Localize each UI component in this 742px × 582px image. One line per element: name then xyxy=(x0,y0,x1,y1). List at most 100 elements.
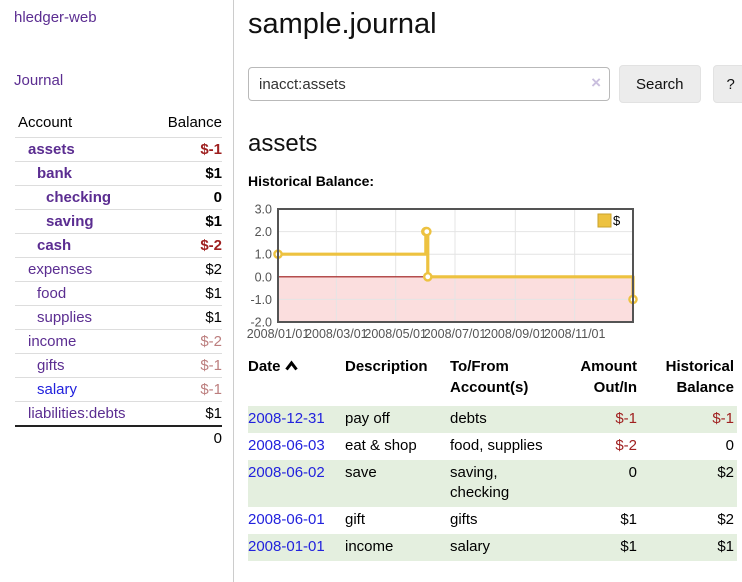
x-axis-tick-label: 2008/03/01 xyxy=(305,327,368,341)
transaction-amount: $1 xyxy=(620,538,637,555)
sort-ascending-icon xyxy=(284,356,298,377)
app-title-link[interactable]: hledger-web xyxy=(14,9,97,26)
y-axis-tick-label: 3.0 xyxy=(255,203,272,217)
accounts-header-account: Account xyxy=(18,114,73,131)
register-header-row: Date Description To/From Account(s) Amou… xyxy=(248,356,737,406)
transaction-description: eat & shop xyxy=(345,437,417,454)
transaction-accounts: food, supplies xyxy=(450,437,543,454)
transaction-balance: 0 xyxy=(725,437,734,454)
register-header-balance: Historical Balance xyxy=(665,358,734,396)
x-axis-tick-label: 2008/05/01 xyxy=(364,327,427,341)
sidebar-account-link[interactable]: income xyxy=(28,333,77,350)
transaction-balance: $2 xyxy=(717,464,734,481)
balance-chart-svg: 3.0 2.0 1.0 0.0 -1.0 -2.02008/01/012008/03/01… xyxy=(247,203,638,341)
register-table: Date Description To/From Account(s) Amou… xyxy=(248,356,737,561)
x-axis-tick-label: 2008/01/01 xyxy=(247,327,310,341)
account-balance: $-2 xyxy=(151,329,222,354)
search-box: × xyxy=(248,67,610,101)
transaction-date-link[interactable]: 2008-06-03 xyxy=(248,437,325,454)
account-balance: $1 xyxy=(151,281,222,306)
account-balance: $-2 xyxy=(151,233,222,258)
transaction-accounts: saving, checking xyxy=(450,464,510,501)
account-row: food $1 xyxy=(15,281,222,306)
sidebar-account-link[interactable]: gifts xyxy=(37,357,65,374)
chart-title: Historical Balance: xyxy=(248,173,375,189)
account-row: gifts $-1 xyxy=(15,353,222,378)
sidebar-account-link[interactable]: saving xyxy=(46,213,94,230)
transaction-accounts: salary xyxy=(450,538,491,555)
account-row: bank $1 xyxy=(15,161,222,186)
sidebar-account-link[interactable]: expenses xyxy=(28,261,93,278)
transaction-accounts: gifts xyxy=(450,511,478,528)
transaction-description: gift xyxy=(345,511,366,528)
accounts-total-spacer xyxy=(15,425,152,450)
transaction-description: pay off xyxy=(345,410,390,427)
help-button[interactable]: ? xyxy=(712,65,742,103)
accounts-header-row: Account Balance xyxy=(15,112,222,138)
transaction-date-link[interactable]: 2008-06-02 xyxy=(248,464,325,481)
search-form: × Search ? xyxy=(248,65,742,103)
main-content: sample.journal × Search ? assets Histori… xyxy=(234,0,742,561)
account-balance: $1 xyxy=(151,401,222,426)
historical-balance-chart: 3.0 2.0 1.0 0.0 -1.0 -2.0 2008/01/01 2008/03/01… xyxy=(247,201,648,343)
account-balance: $-1 xyxy=(151,377,222,402)
transaction-date-link[interactable]: 2008-06-01 xyxy=(248,511,325,528)
transaction-row: 2008-06-01 gift gifts $1 $2 xyxy=(248,507,737,534)
chart-border xyxy=(277,208,634,323)
account-row: liabilities:debts $1 xyxy=(15,401,222,426)
account-row: assets $-1 xyxy=(15,137,222,162)
account-row: supplies $1 xyxy=(15,305,222,330)
account-heading: assets xyxy=(248,130,318,157)
y-axis-tick-label: 1.0 xyxy=(255,248,272,262)
search-input[interactable] xyxy=(248,67,610,101)
search-button[interactable]: Search xyxy=(619,65,701,103)
account-balance: $1 xyxy=(151,209,222,234)
transaction-date-link[interactable]: 2008-12-31 xyxy=(248,410,325,427)
transaction-amount: $-1 xyxy=(615,410,637,427)
transaction-balance: $1 xyxy=(717,538,734,555)
register-header-amount: Amount Out/In xyxy=(580,358,637,396)
legend-swatch xyxy=(597,213,612,228)
sidebar-account-link[interactable]: food xyxy=(37,285,67,302)
account-row: income $-2 xyxy=(15,329,222,354)
y-axis-tick-label: -1.0 xyxy=(250,293,272,307)
register-header-account: To/From Account(s) xyxy=(450,358,529,396)
sidebar-account-link[interactable]: cash xyxy=(37,237,72,254)
transaction-balance: $2 xyxy=(717,511,734,528)
x-axis-tick-label: 2008/07/01 xyxy=(424,327,487,341)
sidebar-account-link[interactable]: checking xyxy=(46,189,112,206)
account-balance: $1 xyxy=(151,305,222,330)
account-row: saving $1 xyxy=(15,209,222,234)
legend-label: $ xyxy=(613,213,621,228)
transaction-date-link[interactable]: 2008-01-01 xyxy=(248,538,325,555)
transaction-row: 2008-06-02 save saving, checking 0 $2 xyxy=(248,460,737,507)
transaction-accounts: debts xyxy=(450,410,487,427)
transaction-balance: $-1 xyxy=(712,410,734,427)
sidebar-item-journal[interactable]: Journal xyxy=(14,72,64,89)
account-balance: $1 xyxy=(151,161,222,186)
register-header-date[interactable]: Date xyxy=(248,356,345,406)
account-row: expenses $2 xyxy=(15,257,222,282)
transaction-row: 2008-06-03 eat & shop food, supplies $-2 0 xyxy=(248,433,737,460)
accounts-total-value: 0 xyxy=(151,425,222,450)
data-point-marker xyxy=(422,272,433,282)
page-title: sample.journal xyxy=(248,8,437,40)
sidebar-account-link[interactable]: liabilities:debts xyxy=(28,405,126,422)
transaction-row: 2008-01-01 income salary $1 $1 xyxy=(248,534,737,561)
transaction-description: save xyxy=(345,464,377,481)
y-axis-tick-label: -2.0 xyxy=(250,316,272,330)
transaction-amount: 0 xyxy=(628,464,637,481)
sidebar-account-link[interactable]: assets xyxy=(28,141,75,158)
sidebar-account-link[interactable]: salary xyxy=(37,381,78,398)
account-balance: 0 xyxy=(151,185,222,210)
sidebar-account-link[interactable]: supplies xyxy=(37,309,93,326)
account-balance: $-1 xyxy=(151,137,222,162)
y-axis-tick-label: 0.0 xyxy=(255,270,272,284)
clear-search-icon[interactable]: × xyxy=(591,73,601,92)
account-row: checking 0 xyxy=(15,185,222,210)
sidebar-account-link[interactable]: bank xyxy=(37,165,73,182)
register-header-description: Description xyxy=(345,358,428,375)
transaction-amount: $1 xyxy=(620,511,637,528)
account-balance: $-1 xyxy=(151,353,222,378)
